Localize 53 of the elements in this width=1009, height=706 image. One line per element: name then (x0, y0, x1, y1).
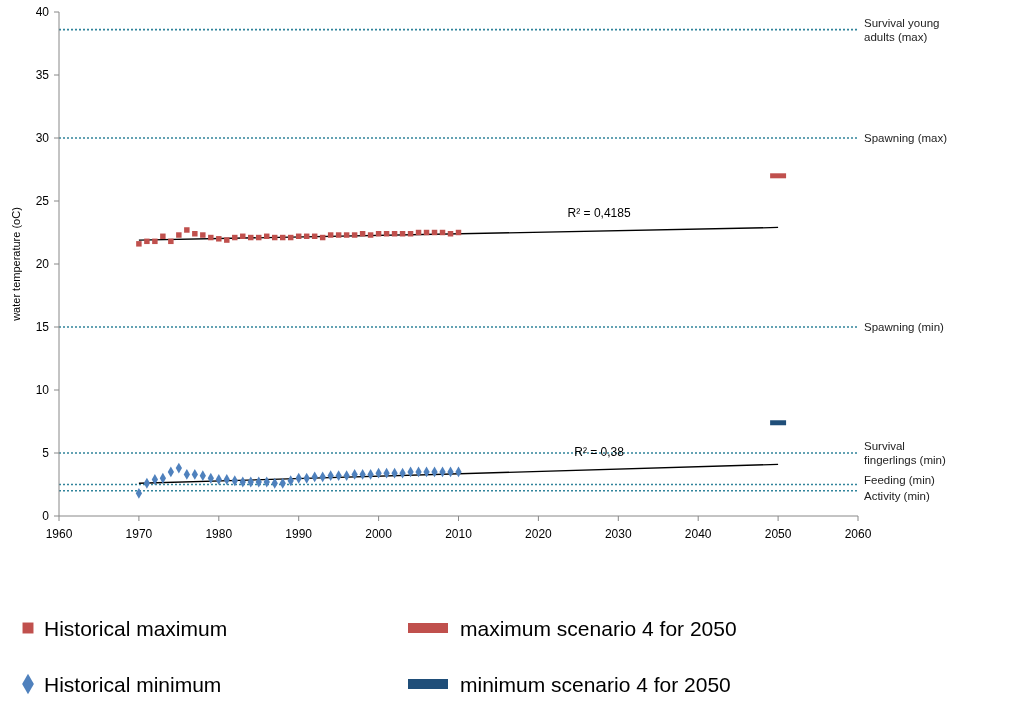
point (240, 233, 246, 240)
x-tick-label: 2030 (604, 527, 632, 541)
ref-line-label: Feeding (min) (864, 473, 936, 486)
y-tick-label: 15 (35, 320, 50, 334)
point (136, 241, 142, 247)
point (160, 233, 166, 240)
point (151, 474, 159, 485)
point (367, 232, 374, 238)
point (208, 234, 214, 241)
x-tick-label: 1970 (125, 527, 153, 541)
y-tick-label: 0 (42, 509, 50, 523)
point (144, 238, 150, 245)
x-tick-label: 2000 (365, 527, 393, 541)
x-tick-label: 2050 (764, 527, 792, 541)
x-tick-label: 1990 (285, 527, 313, 541)
point (200, 232, 206, 238)
annotation: R² = 0,38 (574, 444, 625, 459)
legend-label: Historical maximum (44, 617, 228, 640)
legend-label: Historical minimum (44, 673, 222, 696)
y-tick-label: 10 (35, 383, 50, 397)
point (224, 237, 230, 243)
ref-line-label: Spawning (min) (864, 321, 945, 333)
y-tick-label: 40 (35, 5, 50, 19)
point (152, 238, 158, 245)
annotation: R² = 0,4185 (567, 205, 631, 220)
point (327, 232, 334, 238)
point (168, 238, 174, 245)
x-tick-label: 1960 (45, 527, 73, 541)
x-tick-label: 2060 (844, 527, 872, 541)
legend-label: maximum scenario 4 for 2050 (460, 617, 737, 640)
y-tick-label: 25 (35, 194, 50, 208)
y-tick-label: 5 (42, 446, 50, 460)
x-tick-label: 2040 (684, 527, 712, 541)
x-tick-label: 1980 (205, 527, 233, 541)
x-tick-label: 2010 (445, 527, 473, 541)
point (335, 232, 342, 238)
ref-line-label: Activity (min) (864, 489, 930, 502)
y-axis-title: water temperature (oC) (10, 207, 22, 322)
y-tick-label: 35 (35, 68, 50, 82)
legend-label: minimum scenario 4 for 2050 (460, 673, 731, 696)
y-tick-label: 20 (35, 257, 50, 271)
x-tick-label: 2020 (525, 527, 553, 541)
point (216, 236, 222, 242)
point (192, 231, 198, 237)
point (176, 232, 182, 238)
point (351, 232, 358, 238)
ref-line-label: Survival young adults (max) (864, 16, 940, 43)
y-tick-label: 30 (35, 131, 50, 145)
point (343, 232, 350, 238)
point (184, 227, 190, 233)
ref-line-label: Survival fingerlings (min) (864, 440, 946, 466)
ref-line-label: Spawning (max) (864, 132, 948, 144)
point (232, 234, 238, 241)
